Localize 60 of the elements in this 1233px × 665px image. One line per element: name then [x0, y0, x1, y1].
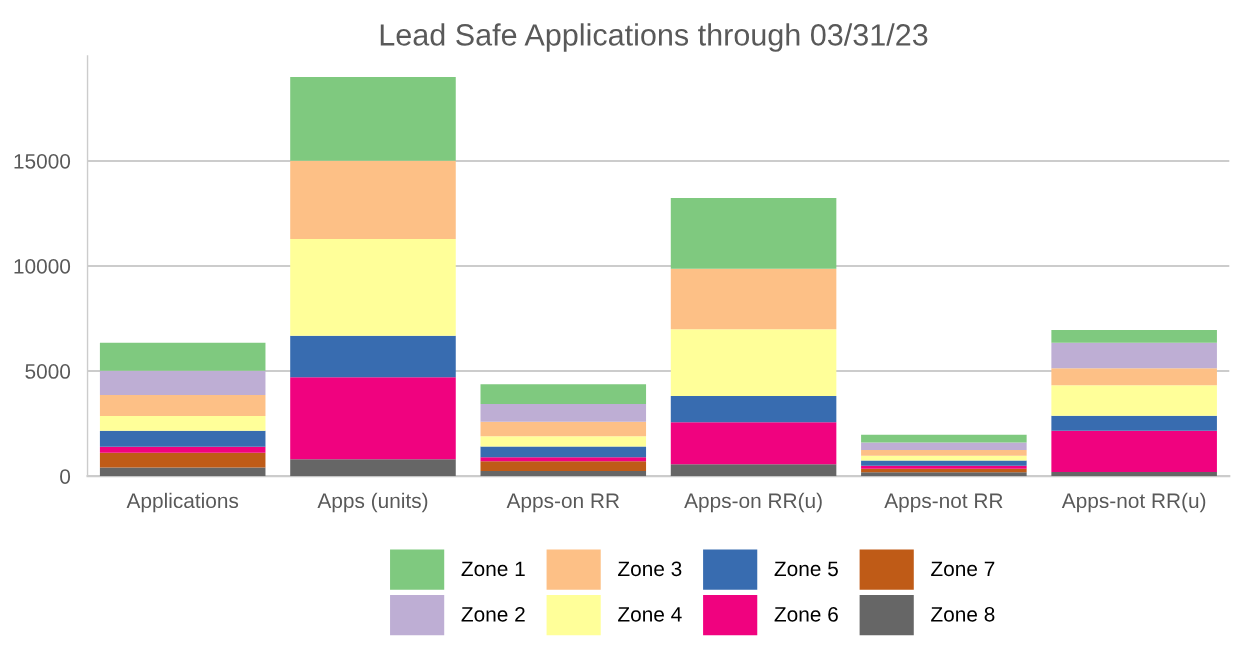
y-tick-label: 0 — [60, 469, 71, 484]
bar — [861, 450, 1027, 456]
bar — [480, 461, 647, 471]
bar — [99, 416, 266, 431]
bar — [480, 404, 647, 422]
bar — [290, 377, 456, 460]
x-tick-label: Apps-on RR(u) — [684, 492, 822, 513]
bar — [99, 452, 266, 468]
bar — [290, 160, 456, 239]
x-tick-label: Apps-not RR(u) — [1061, 492, 1206, 513]
bar — [1051, 342, 1217, 369]
legend-label: Zone 6 — [774, 606, 838, 622]
bar — [670, 197, 837, 269]
bar — [670, 422, 837, 465]
legend-label: Zone 4 — [618, 607, 682, 622]
bar — [480, 436, 647, 447]
y-tick-label: 5000 — [25, 364, 71, 379]
bar — [1051, 368, 1217, 386]
x-tick-label: Apps-not RR — [884, 493, 1003, 513]
y-tick-label: 10000 — [14, 259, 71, 274]
bar — [670, 329, 837, 397]
bar — [480, 421, 647, 437]
bar — [861, 472, 1027, 477]
bar — [670, 464, 837, 477]
bar — [99, 395, 266, 417]
bar — [861, 465, 1027, 469]
bar — [99, 446, 266, 453]
bar — [480, 384, 647, 405]
legend-label: Zone 2 — [461, 606, 525, 622]
bar — [861, 442, 1027, 451]
legend-label: Zone 3 — [618, 561, 682, 577]
bar — [1051, 430, 1217, 472]
x-tick-label: Apps-on RR — [506, 493, 620, 513]
bar — [670, 396, 837, 423]
bar — [99, 370, 266, 396]
bar — [290, 238, 456, 336]
x-tick-label: Applications — [126, 492, 239, 513]
bar — [1051, 330, 1217, 343]
bar — [861, 460, 1027, 466]
bar — [1051, 415, 1217, 431]
legend-label: Zone 1 — [461, 561, 525, 577]
y-tick-label: 15000 — [14, 153, 71, 169]
legend-label: Zone 8 — [931, 606, 995, 622]
bar — [1051, 385, 1217, 416]
bar — [861, 434, 1027, 443]
bar — [99, 430, 266, 447]
bar — [670, 268, 837, 330]
bar — [1051, 471, 1217, 477]
bar — [290, 459, 456, 477]
bar — [99, 467, 266, 477]
legend-label: Zone 7 — [931, 561, 995, 577]
legend-label: Zone 5 — [774, 561, 838, 577]
bar — [480, 446, 647, 458]
chart-title: Lead Safe Applications through 03/31/23 — [380, 23, 928, 52]
bar — [480, 470, 647, 477]
bar — [99, 342, 266, 371]
x-tick-label: Apps (units) — [317, 492, 428, 513]
bar — [290, 77, 456, 161]
bar — [480, 457, 647, 462]
bar — [290, 335, 456, 378]
